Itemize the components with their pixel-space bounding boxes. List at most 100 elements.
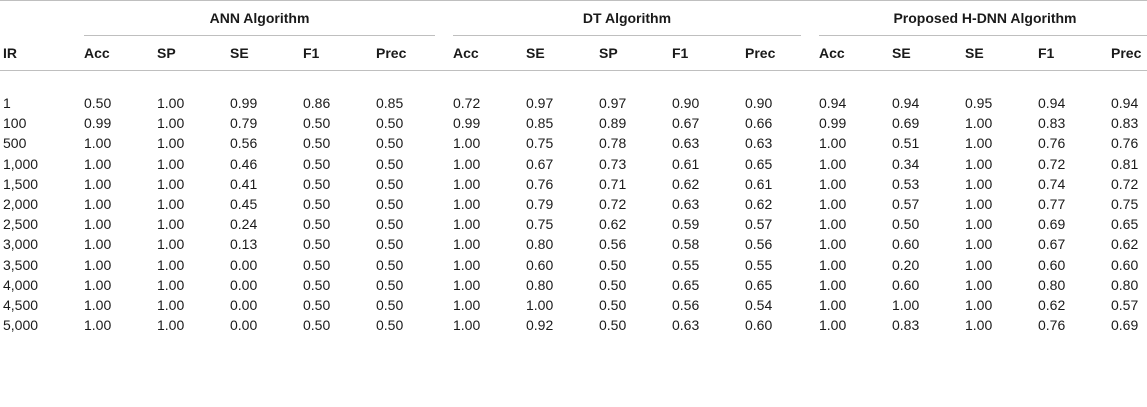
- value-cell: 1.00: [453, 236, 481, 253]
- value-cell: 1.00: [453, 296, 481, 313]
- value-cell: 0.57: [1111, 296, 1139, 313]
- value-cell: 0.66: [745, 115, 773, 132]
- value-cell: 0.94: [1111, 95, 1139, 112]
- value-cell: 0.83: [1111, 115, 1139, 132]
- value-cell: 1.00: [965, 296, 993, 313]
- value-cell: 0.50: [376, 175, 404, 192]
- column-header: SE: [526, 45, 545, 61]
- group-header-row: ANN Algorithm DT Algorithm Proposed H-DN…: [0, 1, 1147, 36]
- value-cell: 0.94: [819, 95, 847, 112]
- value-cell: 1.00: [453, 135, 481, 152]
- value-cell: 1.00: [453, 155, 481, 172]
- value-cell: 0.50: [376, 115, 404, 132]
- value-cell: 0.85: [526, 115, 554, 132]
- value-cell: 0.61: [672, 155, 700, 172]
- value-cell: 0.00: [230, 317, 258, 334]
- top-rule: [0, 0, 1147, 1]
- value-cell: 1.00: [819, 216, 847, 233]
- value-cell: 0.50: [376, 155, 404, 172]
- value-cell: 0.50: [376, 196, 404, 213]
- table-row: 4,000 1.00 1.00 0.00 0.50 0.50 1.00 0.80 0.50 0.6…: [0, 275, 1147, 295]
- value-cell: 1.00: [453, 196, 481, 213]
- column-header: Prec: [1111, 45, 1142, 61]
- value-cell: 0.62: [1038, 296, 1066, 313]
- column-header: F1: [672, 45, 689, 61]
- value-cell: 0.67: [526, 155, 554, 172]
- value-cell: 1.00: [157, 115, 185, 132]
- value-cell: 1.00: [157, 196, 185, 213]
- value-cell: 0.53: [892, 175, 920, 192]
- value-cell: 1.00: [965, 135, 993, 152]
- value-cell: 0.62: [1111, 236, 1139, 253]
- value-cell: 1.00: [84, 135, 112, 152]
- value-cell: 0.50: [303, 115, 331, 132]
- value-cell: 0.50: [892, 216, 920, 233]
- group-header-dt: DT Algorithm: [453, 1, 819, 36]
- value-cell: 1.00: [819, 317, 847, 334]
- value-cell: 1.00: [84, 216, 112, 233]
- column-header: Acc: [819, 45, 845, 61]
- group-header-blank: [0, 1, 84, 36]
- value-cell: 0.72: [453, 95, 481, 112]
- column-header: Acc: [84, 45, 110, 61]
- value-cell: 0.60: [892, 276, 920, 293]
- value-cell: 1.00: [157, 236, 185, 253]
- ir-cell: 1,500: [3, 175, 39, 192]
- value-cell: 1.00: [453, 175, 481, 192]
- value-cell: 0.92: [526, 317, 554, 334]
- value-cell: 0.50: [599, 256, 627, 273]
- table-row: 100 0.99 1.00 0.79 0.50 0.50 0.99 0.85 0.89 0.67 0…: [0, 113, 1147, 133]
- value-cell: 0.50: [303, 276, 331, 293]
- value-cell: 0.60: [892, 236, 920, 253]
- value-cell: 1.00: [965, 317, 993, 334]
- value-cell: 1.00: [157, 95, 185, 112]
- ir-cell: 2,500: [3, 216, 39, 233]
- value-cell: 0.75: [526, 216, 554, 233]
- value-cell: 1.00: [965, 276, 993, 293]
- value-cell: 0.50: [303, 296, 331, 313]
- table-row: 3,500 1.00 1.00 0.00 0.50 0.50 1.00 0.60 0.50 0.5…: [0, 255, 1147, 275]
- group-header-hdnn: Proposed H-DNN Algorithm: [819, 1, 1147, 36]
- column-header-row: IR Acc SP SE F1 Prec Acc SE SP F1 Prec Acc SE SE F1 Pre…: [0, 36, 1147, 70]
- group-label-hdnn: Proposed H-DNN Algorithm: [819, 1, 1147, 36]
- value-cell: 0.75: [526, 135, 554, 152]
- value-cell: 0.76: [1111, 135, 1139, 152]
- value-cell: 1.00: [819, 175, 847, 192]
- ir-cell: 5,000: [3, 317, 39, 334]
- value-cell: 0.41: [230, 175, 258, 192]
- value-cell: 0.57: [745, 216, 773, 233]
- value-cell: 1.00: [84, 236, 112, 253]
- value-cell: 0.20: [892, 256, 920, 273]
- value-cell: 0.62: [745, 196, 773, 213]
- value-cell: 0.00: [230, 276, 258, 293]
- value-cell: 1.00: [84, 276, 112, 293]
- value-cell: 0.57: [892, 196, 920, 213]
- value-cell: 0.74: [1038, 175, 1066, 192]
- value-cell: 0.95: [965, 95, 993, 112]
- value-cell: 0.50: [376, 296, 404, 313]
- table-body: 1 0.50 1.00 0.99 0.86 0.85 0.72 0.97 0.97 0.90 0.9…: [0, 93, 1147, 335]
- value-cell: 0.13: [230, 236, 258, 253]
- value-cell: 1.00: [965, 115, 993, 132]
- value-cell: 0.63: [745, 135, 773, 152]
- value-cell: 0.80: [1038, 276, 1066, 293]
- value-cell: 0.79: [526, 196, 554, 213]
- value-cell: 0.85: [376, 95, 404, 112]
- value-cell: 0.50: [303, 135, 331, 152]
- value-cell: 1.00: [157, 256, 185, 273]
- value-cell: 0.63: [672, 317, 700, 334]
- group-label-ann: ANN Algorithm: [84, 1, 435, 36]
- ir-cell: 3,000: [3, 236, 39, 253]
- value-cell: 0.71: [599, 175, 627, 192]
- ir-cell: 4,000: [3, 276, 39, 293]
- value-cell: 1.00: [819, 196, 847, 213]
- value-cell: 1.00: [84, 175, 112, 192]
- group-header-ann: ANN Algorithm: [84, 1, 453, 36]
- value-cell: 0.99: [230, 95, 258, 112]
- value-cell: 0.46: [230, 155, 258, 172]
- value-cell: 0.56: [599, 236, 627, 253]
- results-table: ANN Algorithm DT Algorithm Proposed H-DN…: [0, 0, 1147, 335]
- value-cell: 0.63: [672, 196, 700, 213]
- column-header: F1: [303, 45, 320, 61]
- value-cell: 1.00: [965, 216, 993, 233]
